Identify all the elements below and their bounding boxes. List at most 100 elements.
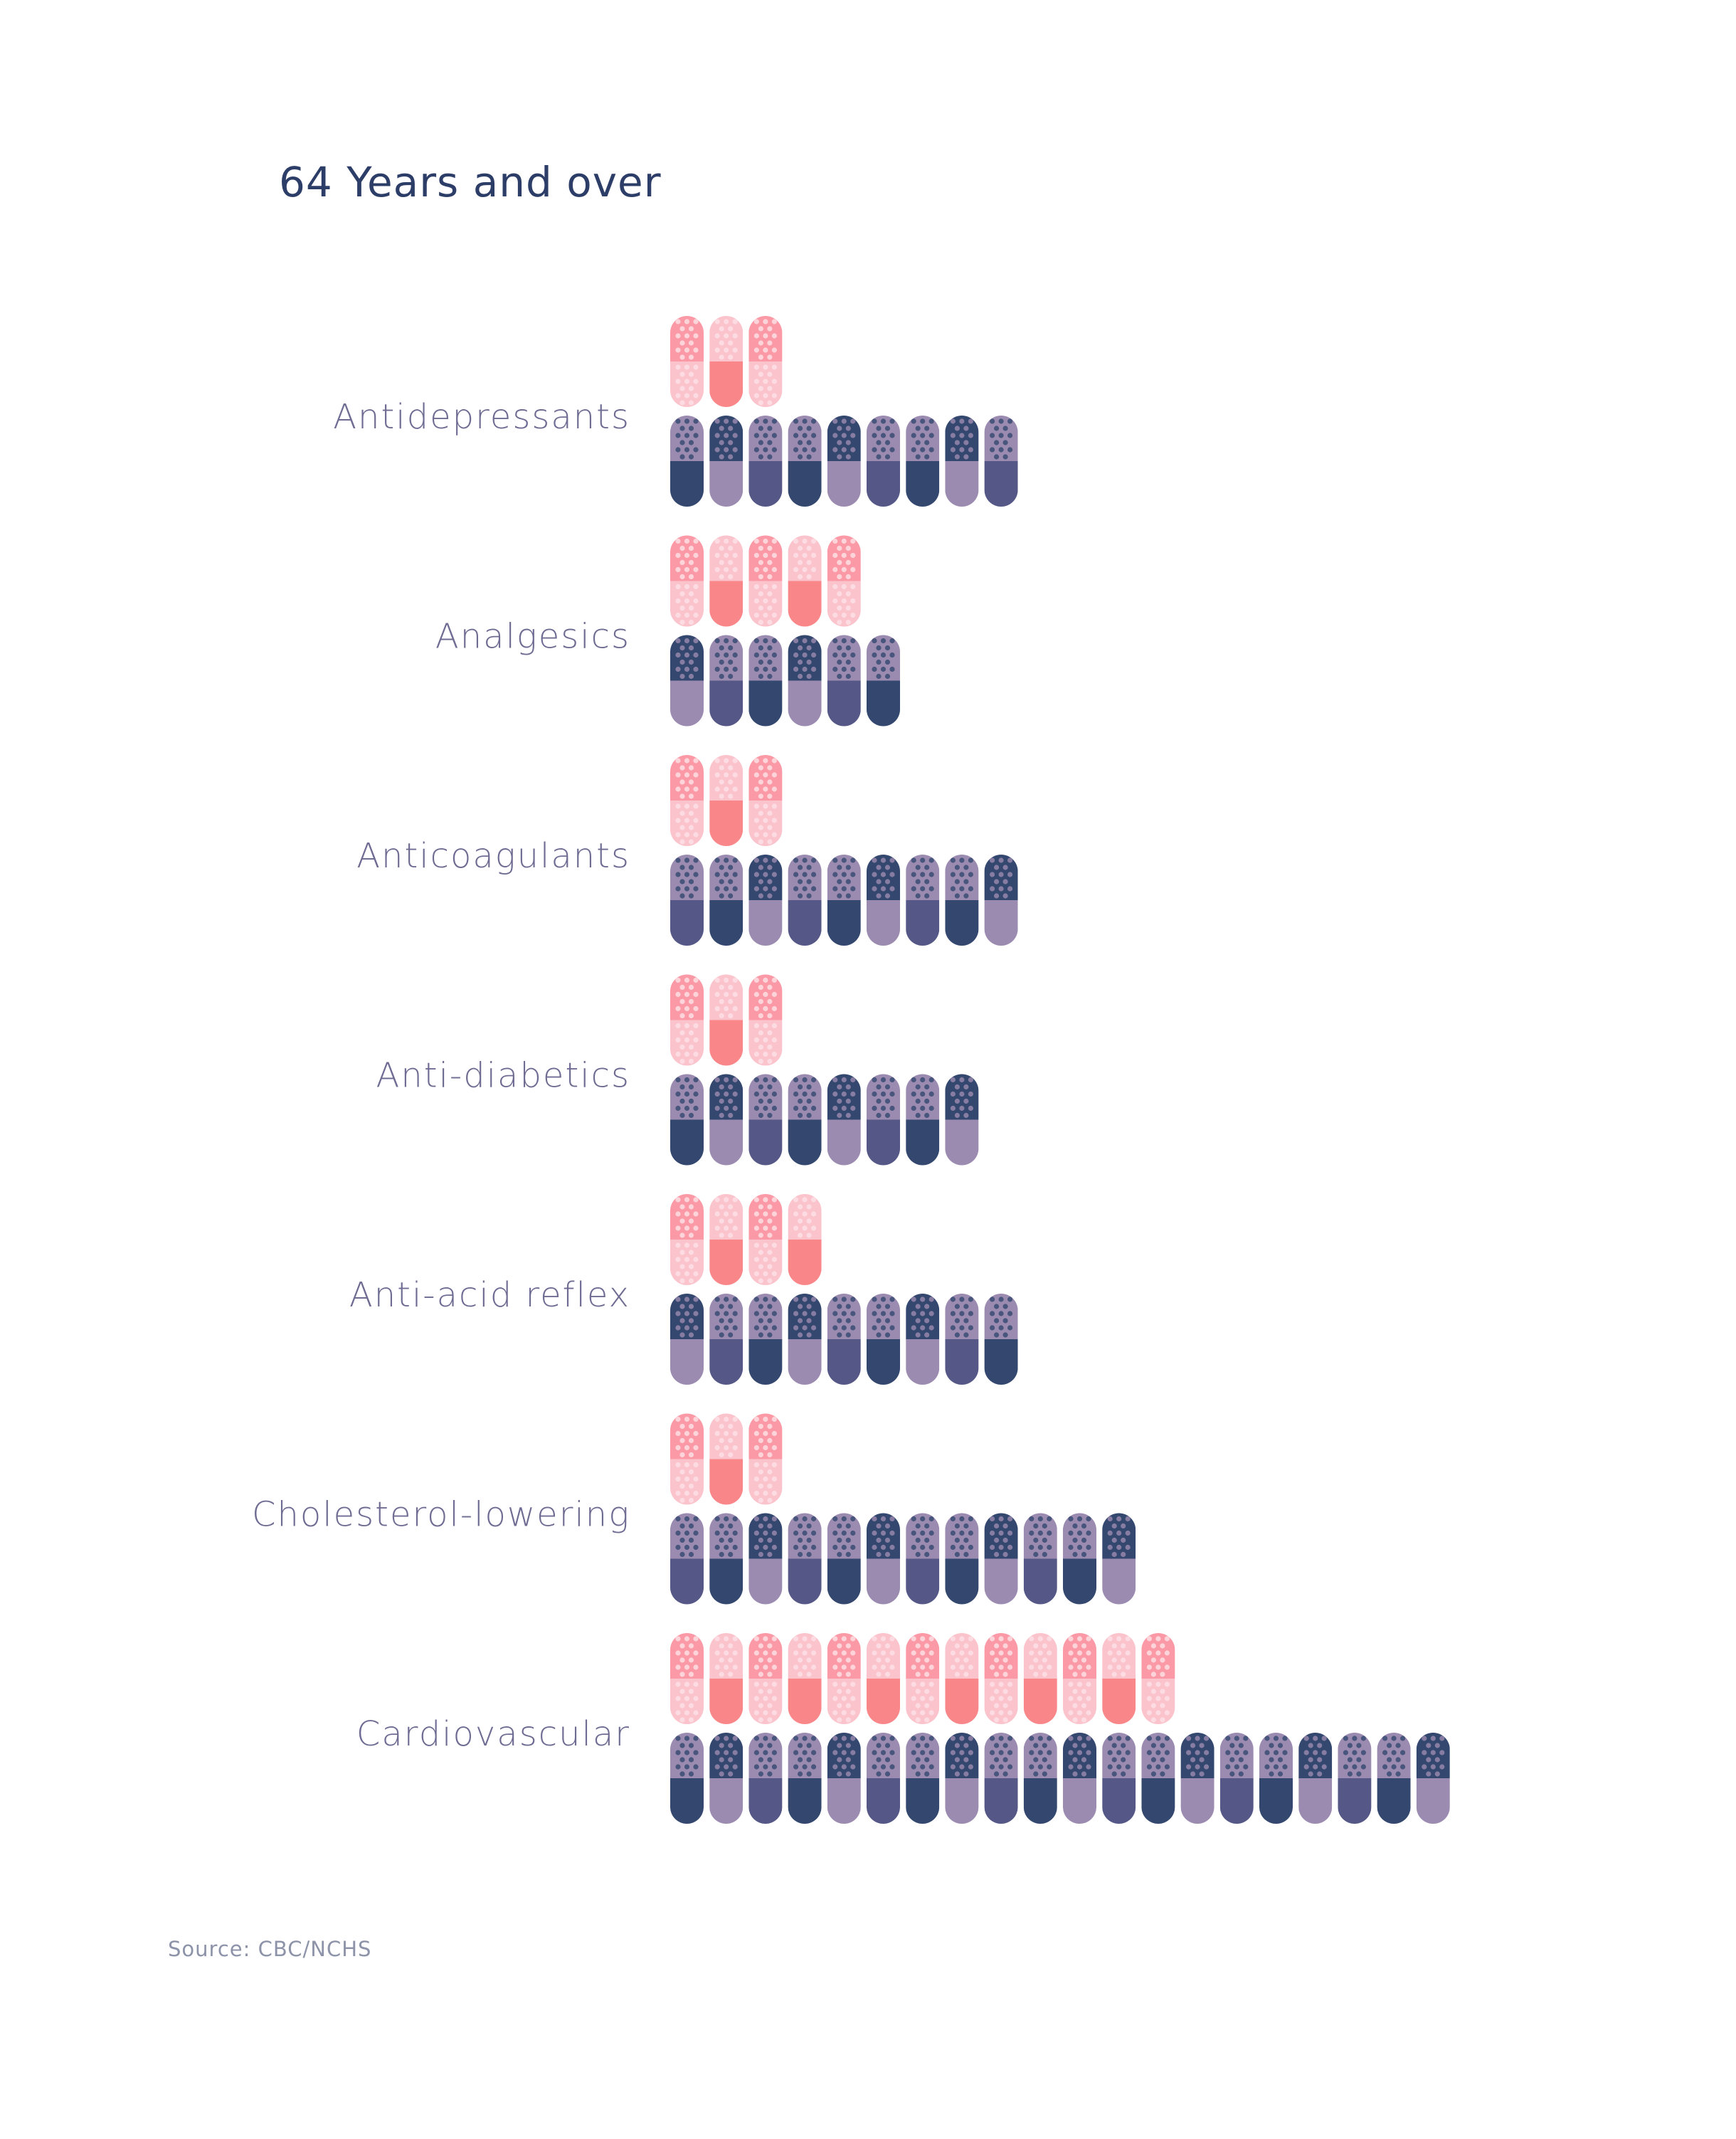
pill-pink <box>709 755 743 846</box>
pill-navy <box>945 1074 979 1166</box>
pill-navy <box>709 416 743 507</box>
pill-navy <box>788 855 822 946</box>
pill-pink <box>709 1413 743 1505</box>
pill-navy <box>709 1513 743 1605</box>
pill-navy <box>1102 1513 1136 1605</box>
pill-navy <box>906 1074 940 1166</box>
pill-navy <box>788 1733 822 1824</box>
pill-navy <box>670 416 704 507</box>
category-label: Antidepressants <box>333 397 630 437</box>
pill-navy <box>1259 1733 1293 1824</box>
pill-navy <box>945 1294 979 1385</box>
pill-pink <box>1023 1633 1057 1724</box>
pill-navy <box>867 635 900 727</box>
pill-navy <box>670 1733 704 1824</box>
pill-navy <box>1338 1733 1372 1824</box>
pill-pink <box>748 535 783 627</box>
pill-navy <box>906 416 940 507</box>
pill-navy <box>906 855 940 946</box>
pill-navy <box>984 855 1018 946</box>
pill-navy <box>788 1513 822 1605</box>
pill-navy <box>748 416 783 507</box>
pill-navy <box>709 1294 743 1385</box>
pill-navy <box>1141 1733 1175 1824</box>
pill-pink <box>670 1194 704 1285</box>
pill-navy <box>670 635 704 727</box>
pill-pink <box>670 316 704 407</box>
pill-navy <box>709 1733 743 1824</box>
category-label: Anti-acid reflex <box>349 1275 630 1315</box>
pill-pink <box>670 755 704 846</box>
pill-navy <box>709 855 743 946</box>
category-group: Anticoagulants <box>356 755 1018 946</box>
pill-navy <box>867 1074 900 1166</box>
pill-navy <box>945 1733 979 1824</box>
pill-pink <box>788 535 822 627</box>
pill-navy <box>827 416 861 507</box>
pill-pink <box>827 1633 861 1724</box>
category-label: Anticoagulants <box>356 836 630 876</box>
pill-navy <box>788 635 822 727</box>
pill-navy <box>984 1513 1018 1605</box>
category-group: Cardiovascular <box>356 1633 1450 1824</box>
pill-navy <box>827 635 861 727</box>
pill-navy <box>1219 1733 1254 1824</box>
pill-navy <box>867 1513 900 1605</box>
pill-navy <box>1063 1733 1096 1824</box>
pill-navy <box>827 1294 861 1385</box>
pill-navy <box>1023 1733 1057 1824</box>
pill-navy <box>827 1733 861 1824</box>
pill-navy <box>1416 1733 1450 1824</box>
pill-navy <box>748 855 783 946</box>
category-group: Cholesterol-lowering <box>252 1413 1136 1605</box>
category-group: Antidepressants <box>333 316 1018 507</box>
pill-pink <box>670 1413 704 1505</box>
pill-navy <box>1298 1733 1333 1824</box>
pill-navy <box>945 855 979 946</box>
pill-pink <box>670 535 704 627</box>
source-note: Source: CBC/NCHS <box>168 1937 372 1961</box>
category-label: Cardiovascular <box>356 1714 630 1754</box>
pill-navy <box>748 1733 783 1824</box>
pill-pink <box>709 316 743 407</box>
pill-navy <box>906 1294 940 1385</box>
pill-navy <box>827 855 861 946</box>
pill-navy <box>984 1733 1018 1824</box>
pill-navy <box>984 1294 1018 1385</box>
pill-pink <box>748 755 783 846</box>
pill-navy <box>906 1513 940 1605</box>
pill-navy <box>788 1294 822 1385</box>
pill-navy <box>709 1074 743 1166</box>
pill-pink <box>984 1633 1018 1724</box>
pill-navy <box>748 1513 783 1605</box>
pill-navy <box>984 416 1018 507</box>
pill-pink <box>1102 1633 1136 1724</box>
pill-pink <box>748 974 783 1066</box>
pill-navy <box>788 1074 822 1166</box>
pill-pink <box>670 1633 704 1724</box>
pill-pink <box>709 1633 743 1724</box>
category-label: Cholesterol-lowering <box>252 1495 630 1535</box>
category-group: Anti-diabetics <box>376 974 979 1166</box>
pill-navy <box>1102 1733 1136 1824</box>
pill-pink <box>748 1633 783 1724</box>
pill-navy <box>1180 1733 1214 1824</box>
pill-pink <box>906 1633 940 1724</box>
pill-navy <box>748 1074 783 1166</box>
pill-navy <box>867 416 900 507</box>
pill-pink <box>788 1194 822 1285</box>
pill-navy <box>748 635 783 727</box>
pill-navy <box>1063 1513 1096 1605</box>
pill-navy <box>670 855 704 946</box>
pill-navy <box>1023 1513 1057 1605</box>
category-label: Analgesics <box>435 617 630 657</box>
pill-navy <box>788 416 822 507</box>
pill-navy <box>670 1294 704 1385</box>
pill-navy <box>945 1513 979 1605</box>
pill-navy <box>906 1733 940 1824</box>
pill-navy <box>709 635 743 727</box>
category-group: Anti-acid reflex <box>349 1194 1018 1385</box>
category-label: Anti-diabetics <box>376 1056 630 1096</box>
pill-pink <box>748 316 783 407</box>
